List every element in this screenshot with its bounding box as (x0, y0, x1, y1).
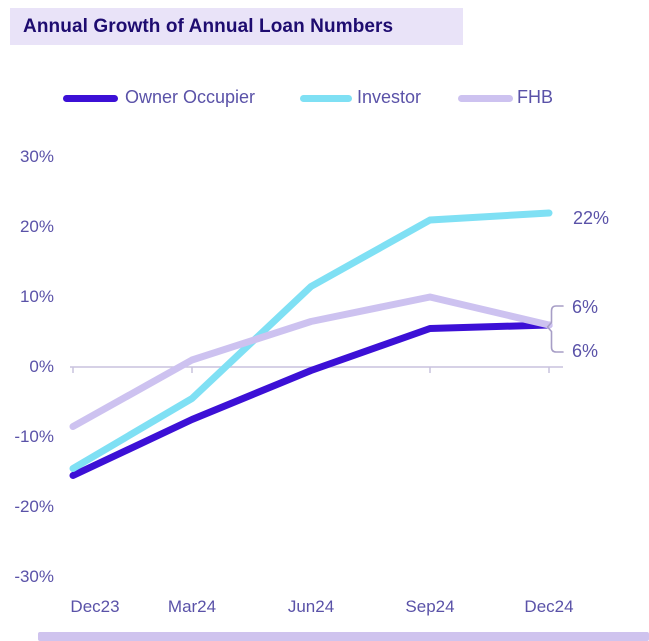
chart-title: Annual Growth of Annual Loan Numbers (23, 15, 394, 37)
y-tick-label: 10% (19, 287, 54, 306)
x-tick-label: Dec23 (70, 597, 120, 616)
legend-label-investor: Investor (357, 87, 422, 107)
data-label-fhb: 6% (572, 297, 599, 317)
legend-swatch-fhb (458, 95, 513, 102)
footer-accent-bar (38, 632, 649, 641)
x-tick-label: Sep24 (405, 597, 455, 616)
y-tick-label: -20% (14, 497, 54, 516)
y-tick-label: 20% (19, 217, 54, 236)
y-tick-label: -30% (14, 567, 54, 586)
x-tick-label: Jun24 (287, 597, 335, 616)
y-tick-label: 30% (19, 147, 54, 166)
data-label-investor: 22% (573, 208, 610, 228)
title-banner: Annual Growth of Annual Loan Numbers (10, 8, 463, 45)
series-lines (69, 209, 553, 479)
series-line-owner-occupier (69, 321, 553, 479)
data-label-owner-occupier: 6% (572, 341, 599, 361)
series-line-investor (69, 209, 553, 472)
legend-label-fhb: FHB (517, 87, 553, 107)
annotation-brace (546, 305, 564, 353)
series-line-fhb (69, 293, 553, 430)
legend-label-owner-occupier: Owner Occupier (125, 87, 256, 107)
y-tick-label: 0% (29, 357, 54, 376)
legend-swatch-owner-occupier (63, 95, 118, 102)
y-tick-label: -10% (14, 427, 54, 446)
x-tick-label: Dec24 (524, 597, 574, 616)
legend-swatch-investor (300, 95, 352, 102)
x-tick-label: Mar24 (167, 597, 217, 616)
